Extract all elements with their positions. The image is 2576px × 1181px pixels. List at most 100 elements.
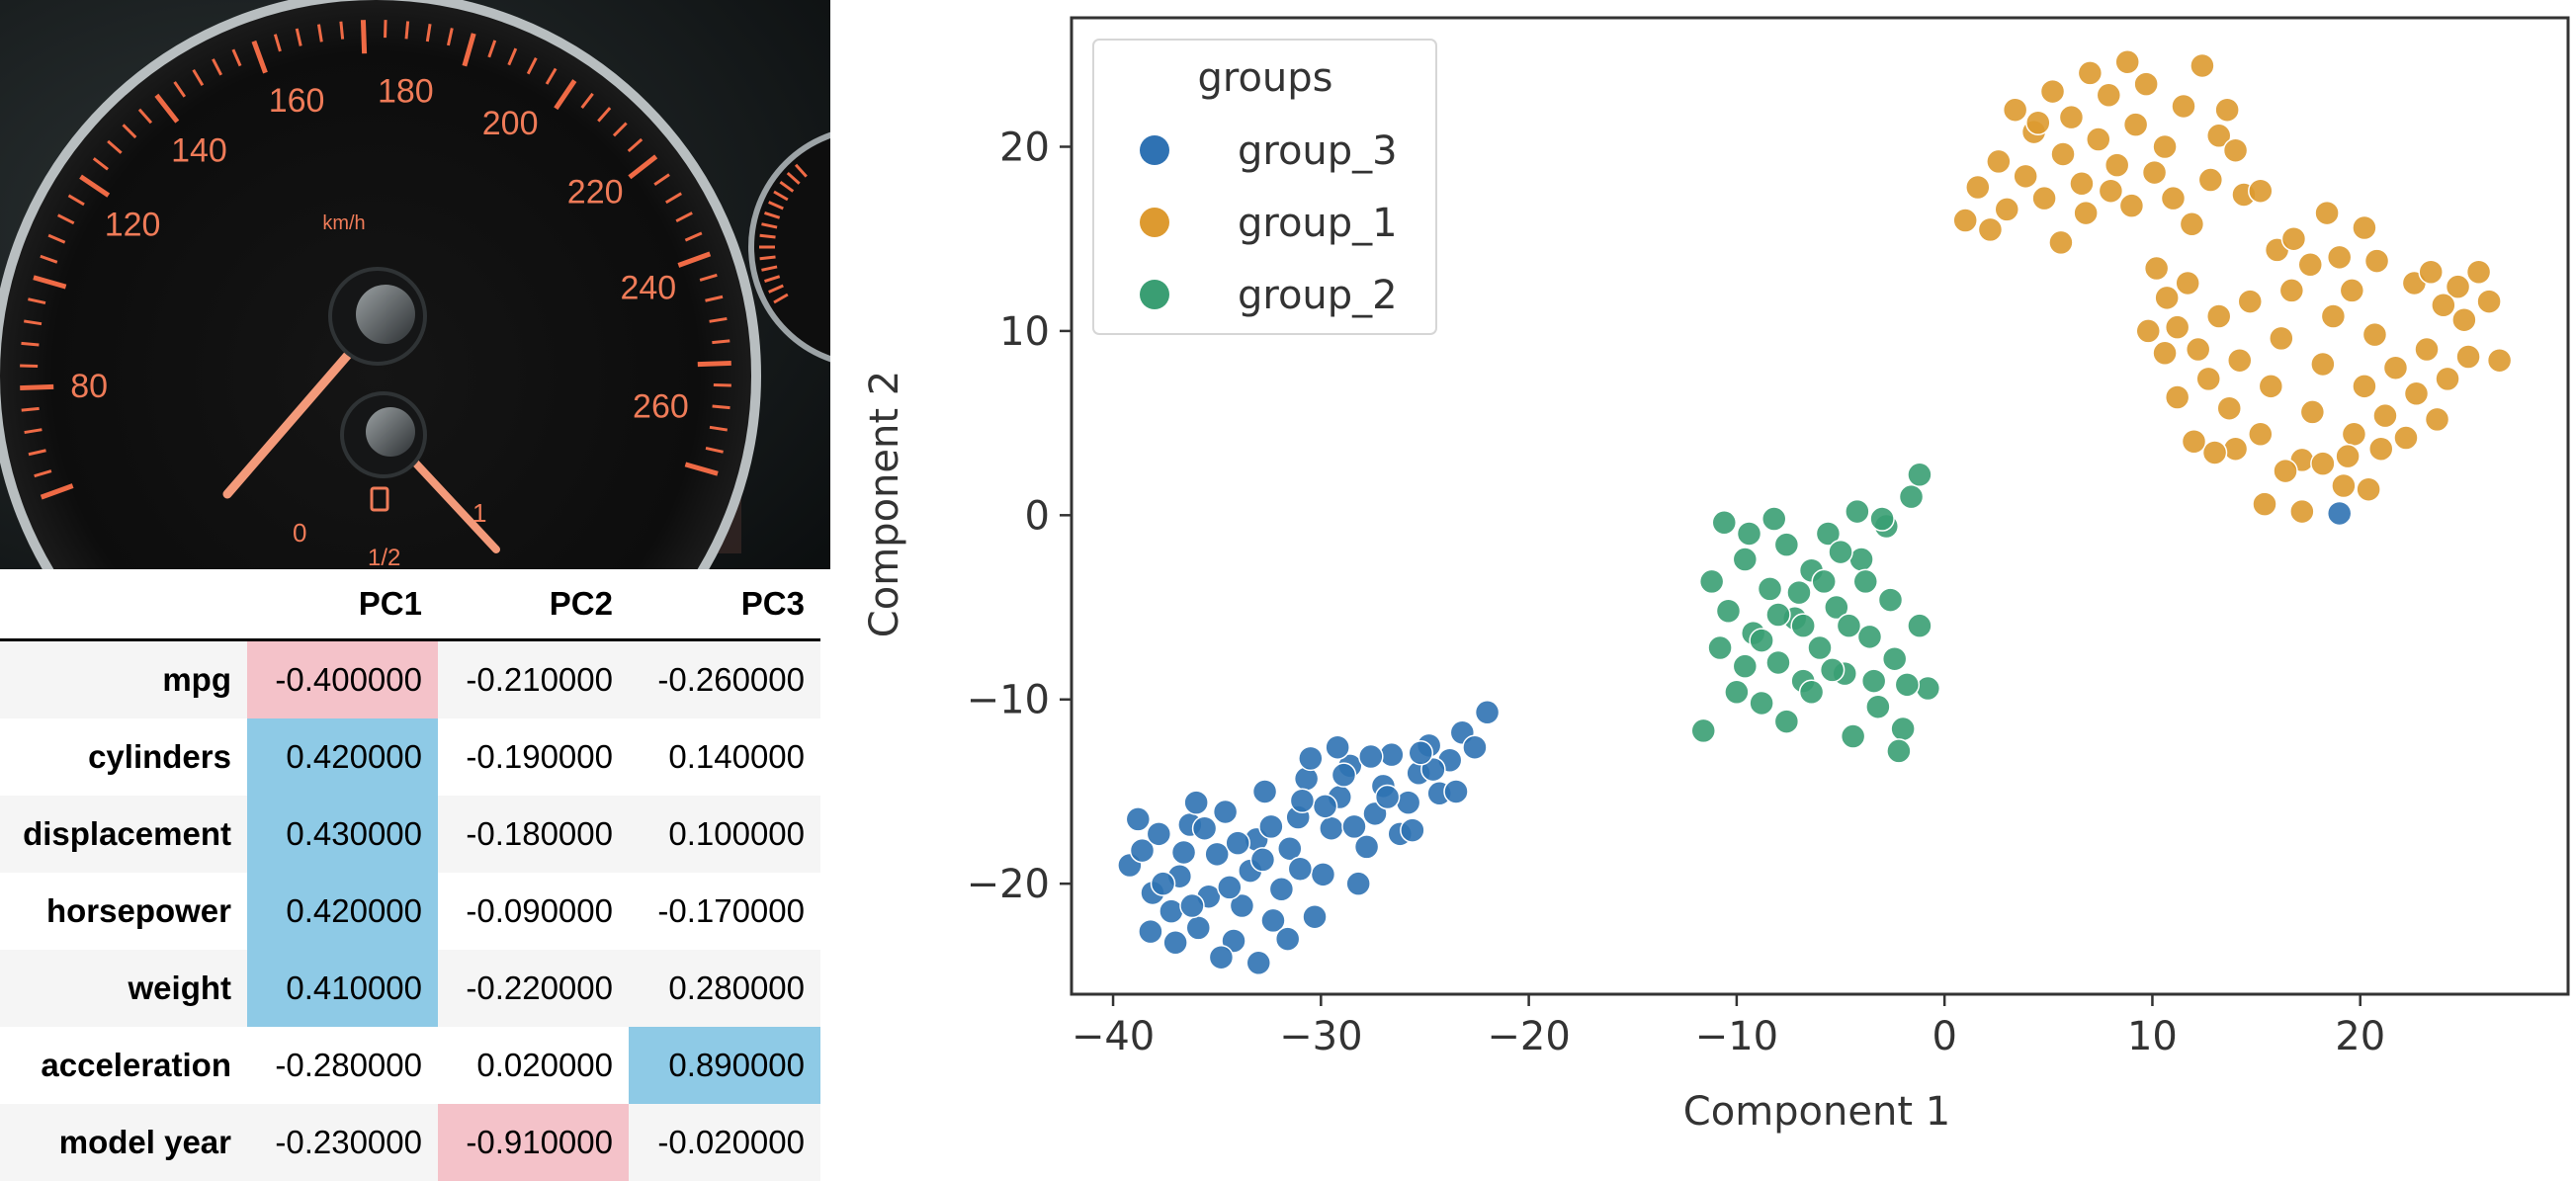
scatter-point-group_2 — [1900, 485, 1924, 509]
scatter-point-group_2 — [1837, 614, 1860, 637]
scatter-point-group_1 — [2362, 323, 2386, 347]
scatter-point-group_3 — [1311, 863, 1334, 886]
table-cell: 0.430000 — [247, 796, 438, 873]
scatter-point-group_3 — [1299, 746, 1323, 770]
scatter-point-group_2 — [1750, 629, 1773, 652]
column-header: PC1 — [247, 569, 438, 640]
scatter-point-group_1 — [2328, 245, 2352, 269]
scatter-point-group_1 — [2155, 286, 2179, 309]
scatter-point-group_2 — [1733, 548, 1757, 571]
scatter-point-group_2 — [1774, 710, 1798, 733]
scatter-point-group_3 — [1246, 951, 1270, 974]
scatter-point-group_3 — [1163, 931, 1187, 955]
dial-number: 120 — [105, 206, 161, 243]
scatter-point-group_3 — [1276, 927, 1300, 951]
table-cell: -0.220000 — [438, 950, 629, 1027]
x-tick-label: 20 — [2335, 1014, 2385, 1059]
table-cell: -0.230000 — [247, 1104, 438, 1181]
scatter-point-group_3 — [1380, 743, 1404, 767]
scatter-point-group_1 — [2166, 315, 2190, 339]
scatter-point-group_1 — [2394, 426, 2418, 450]
scatter-point-group_2 — [1866, 695, 1890, 718]
scatter-point-group_2 — [1750, 691, 1773, 715]
scatter-point-group_3 — [1476, 701, 1500, 724]
scatter-point-group_1 — [2087, 127, 2110, 151]
scatter-point-group_1 — [2321, 304, 2345, 328]
scatter-point-group_3 — [1355, 835, 1379, 859]
scatter-point-group_1 — [2253, 492, 2276, 516]
x-tick-label: 0 — [1932, 1014, 1956, 1059]
scatter-point-group_2 — [1862, 669, 1886, 693]
scatter-point-group_2 — [1759, 577, 1782, 601]
y-tick-label: 0 — [1025, 493, 1050, 539]
dial-number: 240 — [620, 269, 676, 306]
scatter-point-group_1 — [2224, 138, 2248, 162]
scatter-point-group_1 — [2342, 422, 2365, 446]
scatter-point-group_1 — [2215, 98, 2239, 122]
scatter-point-group_1 — [2143, 161, 2167, 185]
table-cell: -0.910000 — [438, 1104, 629, 1181]
scatter-point-group_1 — [2190, 53, 2214, 77]
scatter-point-group_1 — [2353, 375, 2376, 398]
scatter-point-group_1 — [2217, 396, 2241, 420]
scatter-point-group_1 — [2041, 80, 2065, 104]
fuel-empty-label: 0 — [293, 518, 306, 548]
scatter-point-group_1 — [2153, 134, 2177, 158]
scatter-point-group_1 — [2373, 404, 2397, 428]
scatter-point-group_2 — [1733, 654, 1757, 678]
scatter-point-group_3 — [1376, 786, 1400, 809]
scatter-point-group_1 — [2207, 304, 2231, 328]
scatter-point-group_3 — [1444, 780, 1468, 803]
row-label: displacement — [0, 796, 247, 873]
scatter-point-group_2 — [1916, 677, 1939, 701]
scatter-point-group_2 — [1895, 673, 1919, 697]
scatter-point-group_1 — [2315, 202, 2339, 225]
legend-marker-group_1 — [1140, 208, 1169, 237]
scatter-point-group_1 — [2032, 187, 2056, 211]
scatter-point-group_3 — [1409, 741, 1432, 765]
scatter-point-group_3 — [1226, 831, 1249, 855]
scatter-point-group_2 — [1908, 614, 1932, 637]
scatter-point-group_3 — [1303, 905, 1327, 929]
scatter-point-group_3 — [1159, 899, 1183, 923]
scatter-point-group_1 — [2049, 230, 2073, 254]
scatter-point-group_2 — [1853, 569, 1877, 593]
scatter-point-group_1 — [2187, 338, 2210, 362]
y-axis-label: Component 2 — [862, 371, 907, 637]
scatter-point-group_3 — [1331, 763, 1355, 787]
scatter-point-group_3 — [1359, 745, 1383, 769]
scatter-point-group_1 — [2488, 349, 2512, 373]
scatter-point-group_2 — [1891, 717, 1915, 741]
scatter-point-group_2 — [1883, 647, 1907, 671]
scatter-point-group_2 — [1846, 500, 1869, 524]
scatter-point-group_1 — [2311, 452, 2335, 475]
scatter-point-group_3 — [1184, 791, 1208, 814]
scatter-point-group_1 — [2014, 164, 2037, 188]
legend-label-group_3: group_3 — [1238, 128, 1398, 174]
table-cell: 0.420000 — [247, 718, 438, 796]
scatter-point-group_1 — [2369, 437, 2393, 461]
table-row: mpg-0.400000-0.210000-0.260000 — [0, 640, 820, 719]
scatter-point-group_1 — [2172, 94, 2195, 118]
scatter-point-group_1 — [2336, 445, 2360, 468]
scatter-point-group_1 — [2203, 441, 2227, 464]
scatter-point-group_3 — [1269, 878, 1293, 901]
scatter-point-group_2 — [1700, 569, 1724, 593]
table-cell: -0.400000 — [247, 640, 438, 719]
dial-unit-label: km/h — [322, 212, 365, 234]
scatter-point-group_1 — [2300, 400, 2324, 424]
dial-number: 260 — [633, 387, 689, 425]
scatter-point-group_1 — [2426, 407, 2449, 431]
scatter-point-group_2 — [1878, 588, 1902, 612]
dial-number: 140 — [171, 131, 227, 169]
x-tick-label: 10 — [2127, 1014, 2178, 1059]
y-tick-label: −20 — [967, 862, 1050, 907]
scatter-point-group_2 — [1787, 581, 1811, 605]
table-cell: -0.210000 — [438, 640, 629, 719]
scatter-point-group_1 — [2153, 341, 2177, 365]
